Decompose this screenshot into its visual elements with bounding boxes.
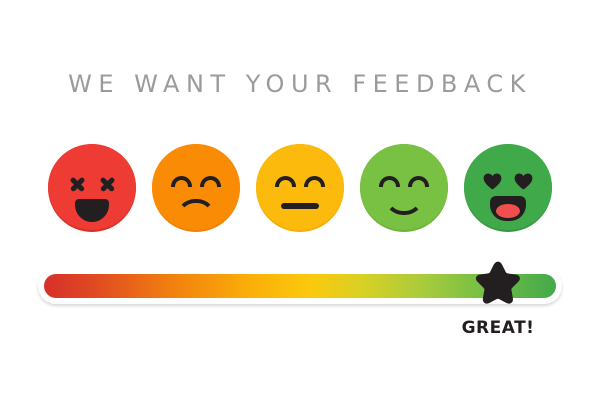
arch-eye-left-icon xyxy=(275,176,296,187)
arch-eye-right-icon xyxy=(304,176,325,187)
arch-eye-left-icon xyxy=(379,176,400,187)
arch-eye-left-icon xyxy=(171,176,192,187)
star-handle-icon[interactable] xyxy=(472,260,524,310)
heart-eye-left-icon xyxy=(483,173,502,190)
shocked-mouth-icon xyxy=(75,199,109,222)
emoji-face-good[interactable] xyxy=(360,144,448,232)
x-eye-left-icon xyxy=(68,175,86,193)
tongue-icon xyxy=(496,204,520,218)
rating-value-label: GREAT! xyxy=(461,318,535,338)
smile-mouth-icon xyxy=(384,196,424,215)
arch-eye-right-icon xyxy=(408,176,429,187)
flat-mouth-icon xyxy=(281,203,319,209)
face-disc xyxy=(152,144,240,230)
emoji-face-bad[interactable] xyxy=(152,144,240,232)
feedback-rating-slider[interactable]: GREAT! xyxy=(38,261,562,338)
emoji-rating-row xyxy=(48,144,558,244)
slider-gradient-track[interactable] xyxy=(44,274,556,298)
x-eye-right-icon xyxy=(98,175,116,193)
grin-mouth-icon xyxy=(490,196,526,221)
emoji-face-great[interactable] xyxy=(464,144,552,232)
arch-eye-right-icon xyxy=(200,176,221,187)
heart-eye-right-icon xyxy=(514,173,533,190)
emoji-face-okay[interactable] xyxy=(256,144,344,232)
page-title: WE WANT YOUR FEEDBACK xyxy=(68,70,532,98)
face-disc xyxy=(256,144,344,230)
emoji-face-terrible[interactable] xyxy=(48,144,136,232)
face-disc xyxy=(360,144,448,230)
